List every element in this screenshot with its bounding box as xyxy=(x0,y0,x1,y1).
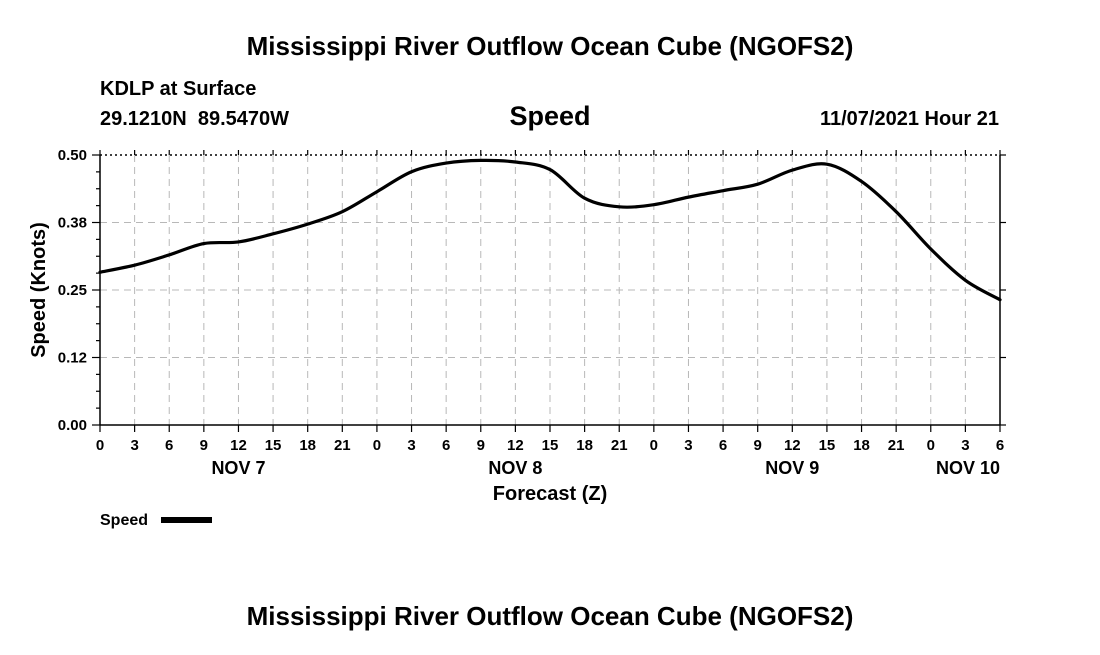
footer-title: Mississippi River Outflow Ocean Cube (NG… xyxy=(247,601,854,631)
station-label: KDLP at Surface xyxy=(100,78,256,100)
x-tick-label: 0 xyxy=(96,437,104,454)
legend: Speed xyxy=(100,512,212,529)
x-tick-label: 12 xyxy=(507,437,524,454)
y-tick-label: 0.12 xyxy=(58,350,87,367)
y-tick-label: 0.50 xyxy=(58,147,87,164)
x-tick-label: 18 xyxy=(576,437,593,454)
day-label: NOV 9 xyxy=(765,458,819,478)
x-tick-label: 3 xyxy=(130,437,138,454)
x-tick-label: 15 xyxy=(265,437,282,454)
day-label: NOV 7 xyxy=(211,458,265,478)
x-tick-label: 15 xyxy=(819,437,836,454)
series-layer xyxy=(98,158,1002,302)
x-tick-label: 9 xyxy=(200,437,208,454)
speed-series-line xyxy=(98,158,1002,302)
x-tick-label: 6 xyxy=(165,437,173,454)
x-tick-label: 6 xyxy=(442,437,450,454)
y-tick-label: 0.38 xyxy=(58,215,87,232)
x-tick-label: 6 xyxy=(719,437,727,454)
y-axis-label: Speed (Knots) xyxy=(28,222,50,358)
x-tick-label: 0 xyxy=(927,437,935,454)
day-label: NOV 8 xyxy=(488,458,542,478)
main-title: Mississippi River Outflow Ocean Cube (NG… xyxy=(247,31,854,61)
x-tick-label: 9 xyxy=(754,437,762,454)
x-tick-label: 18 xyxy=(299,437,316,454)
coordinates-label: 29.1210N 89.5470W xyxy=(100,108,289,130)
x-tick-label: 0 xyxy=(650,437,658,454)
grid-lines xyxy=(100,155,1000,425)
y-axis-ticks: 0.00 0.12 0.25 0.38 0.50 xyxy=(58,147,1006,434)
x-tick-label: 6 xyxy=(996,437,1004,454)
x-tick-label: 21 xyxy=(611,437,628,454)
x-tick-label: 3 xyxy=(684,437,692,454)
x-tick-label: 3 xyxy=(407,437,415,454)
x-tick-label: 15 xyxy=(542,437,559,454)
x-axis-label: Forecast (Z) xyxy=(493,483,607,505)
day-label: NOV 10 xyxy=(936,458,1000,478)
x-tick-label: 12 xyxy=(784,437,801,454)
timestamp-label: 11/07/2021 Hour 21 xyxy=(820,108,999,130)
x-tick-label: 3 xyxy=(961,437,969,454)
x-tick-label: 0 xyxy=(373,437,381,454)
x-tick-label: 12 xyxy=(230,437,247,454)
x-tick-label: 18 xyxy=(853,437,870,454)
y-tick-label: 0.00 xyxy=(58,417,87,434)
x-tick-label: 9 xyxy=(477,437,485,454)
legend-label: Speed xyxy=(100,512,148,529)
day-labels: NOV 7 NOV 8 NOV 9 NOV 10 xyxy=(211,458,1000,478)
panel-title: Speed xyxy=(509,101,590,131)
x-tick-label: 21 xyxy=(888,437,905,454)
y-tick-label: 0.25 xyxy=(58,282,87,299)
x-axis-ticks: 0 3 6 9 12 15 18 21 0 3 6 9 12 15 18 21 0 3 6 9 12 15 18 21 0 3 6 xyxy=(96,150,1004,454)
x-tick-label: 21 xyxy=(334,437,351,454)
